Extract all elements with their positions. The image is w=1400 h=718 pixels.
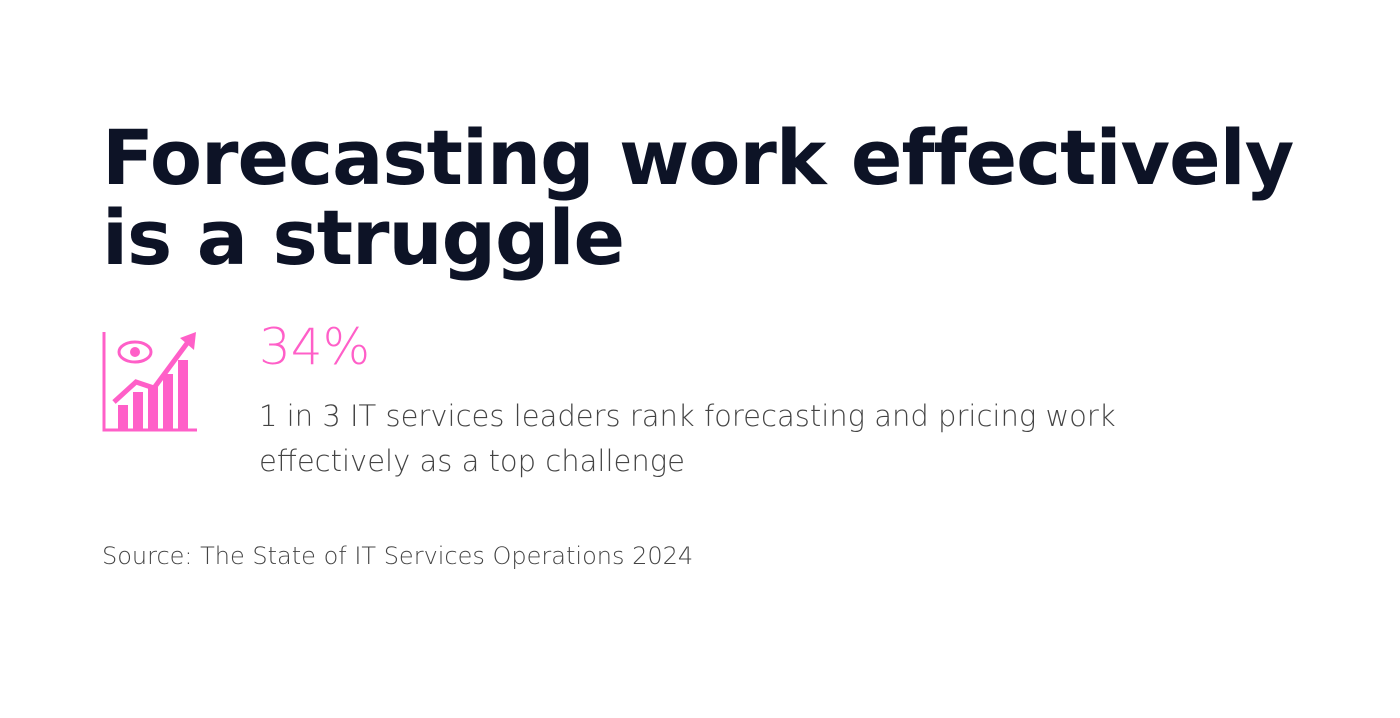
stat-description: 1 in 3 IT services leaders rank forecast… [259,399,1116,478]
chart-icon [102,332,197,432]
stat-value: 34% [259,318,371,376]
source: Source: The State of IT Services Operati… [102,542,694,570]
title: Forecasting work effectively is a strugg… [102,113,1294,282]
